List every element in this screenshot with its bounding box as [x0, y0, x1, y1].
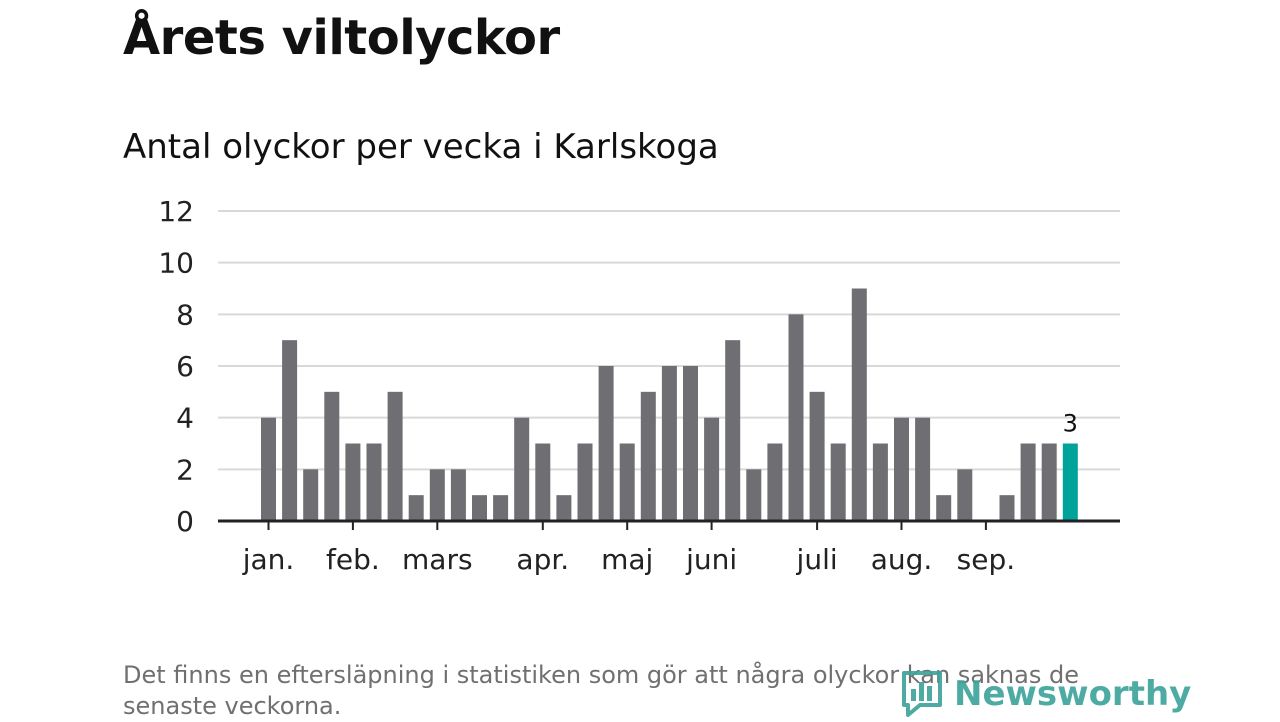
bar: [725, 340, 741, 521]
bar: [1020, 443, 1036, 521]
bar: [619, 443, 635, 521]
bar: [282, 340, 298, 521]
bar: [493, 495, 509, 521]
bar-chart: 0 2 4 6 8 10 12 3 jan. feb. mars apr. maj juni juli aug…: [158, 195, 1120, 576]
bar: [830, 443, 846, 521]
y-tick-label: 12: [158, 195, 194, 228]
bar: [851, 288, 867, 521]
bar: [387, 391, 403, 521]
bar: [746, 469, 762, 521]
bar: [429, 469, 445, 521]
bar: [915, 417, 931, 521]
chart-title: Årets viltolyckor: [123, 10, 560, 66]
bar-value-label: 3: [1063, 410, 1078, 438]
bar: [704, 417, 720, 521]
brand-logo: Newsworthy: [900, 668, 1191, 720]
brand-name: Newsworthy: [954, 674, 1192, 714]
y-tick-label: 8: [176, 298, 194, 331]
bar: [661, 366, 677, 521]
y-tick-label: 2: [176, 453, 194, 486]
bar: [598, 366, 614, 521]
bar: [809, 391, 825, 521]
bar: [577, 443, 593, 521]
bar: [936, 495, 952, 521]
bar: [303, 469, 319, 521]
y-tick-label: 10: [158, 247, 194, 280]
x-tick-label: juni: [685, 543, 737, 576]
y-tick-label: 4: [176, 402, 194, 435]
x-tick-label: maj: [601, 543, 653, 576]
bar: [514, 417, 530, 521]
bar: [450, 469, 466, 521]
bar: [1041, 443, 1057, 521]
x-tick-label: mars: [402, 543, 473, 576]
y-tick-label: 6: [176, 350, 194, 383]
x-tick-label: juli: [796, 543, 838, 576]
bar-highlight: [1062, 443, 1078, 521]
y-tick-label: 0: [176, 505, 194, 538]
bar: [366, 443, 382, 521]
x-tick-label: jan.: [242, 543, 295, 576]
bar: [261, 417, 276, 521]
bar: [556, 495, 572, 521]
bar: [999, 495, 1015, 521]
bar: [894, 417, 909, 521]
bar: [408, 495, 424, 521]
x-tick-label: sep.: [957, 543, 1016, 576]
bar: [345, 443, 361, 521]
bar: [872, 443, 888, 521]
bar: [640, 391, 656, 521]
x-tick-label: aug.: [871, 543, 933, 576]
bar: [788, 314, 804, 521]
bar: [683, 366, 698, 521]
bar: [472, 495, 487, 521]
bar: [324, 391, 340, 521]
bar: [957, 469, 973, 521]
chart-subtitle: Antal olyckor per vecka i Karlskoga: [123, 127, 719, 167]
newsworthy-logo-icon: [902, 671, 942, 717]
x-tick-label: feb.: [326, 543, 380, 576]
bar: [767, 443, 783, 521]
x-tick-label: apr.: [516, 543, 569, 576]
bar: [535, 443, 551, 521]
